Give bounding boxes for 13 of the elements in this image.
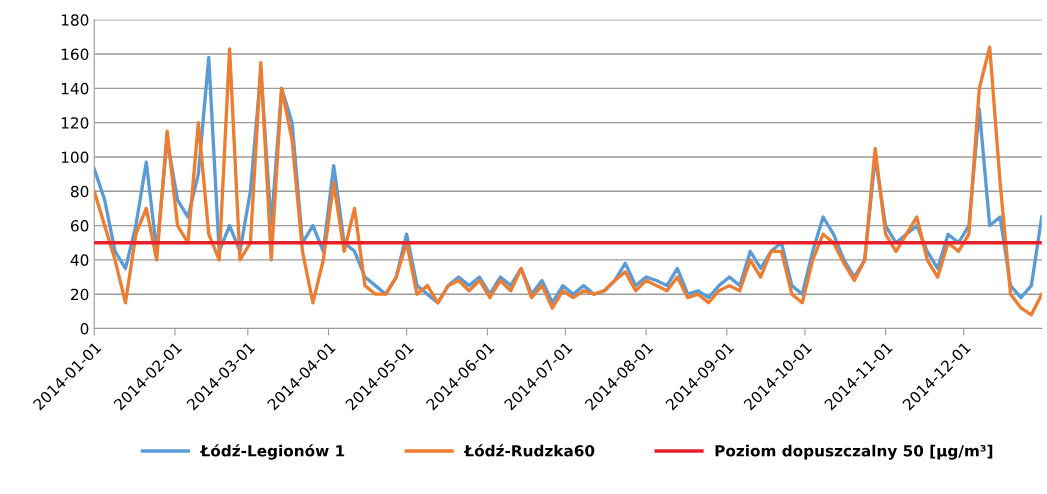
y-tick-label: 160 [61,48,89,61]
y-tick-label: 80 [70,185,89,198]
y-tick-label: 180 [61,14,89,26]
y-tick-label: 120 [61,117,89,129]
y-tick-label: 20 [71,288,89,301]
y-tick-label: 0 [80,322,89,335]
legend-label: Łódź-Rudzka60 [463,444,595,457]
legend-label: Poziom dopuszczalny 50 [µg/m³] [715,444,993,460]
legend-label: Łódź-Legionów 1 [199,444,345,460]
y-tick-label: 40 [70,254,89,266]
y-tick-label: 60 [70,220,89,232]
y-tick-label: 100 [61,151,89,163]
y-tick-label: 140 [61,82,89,95]
